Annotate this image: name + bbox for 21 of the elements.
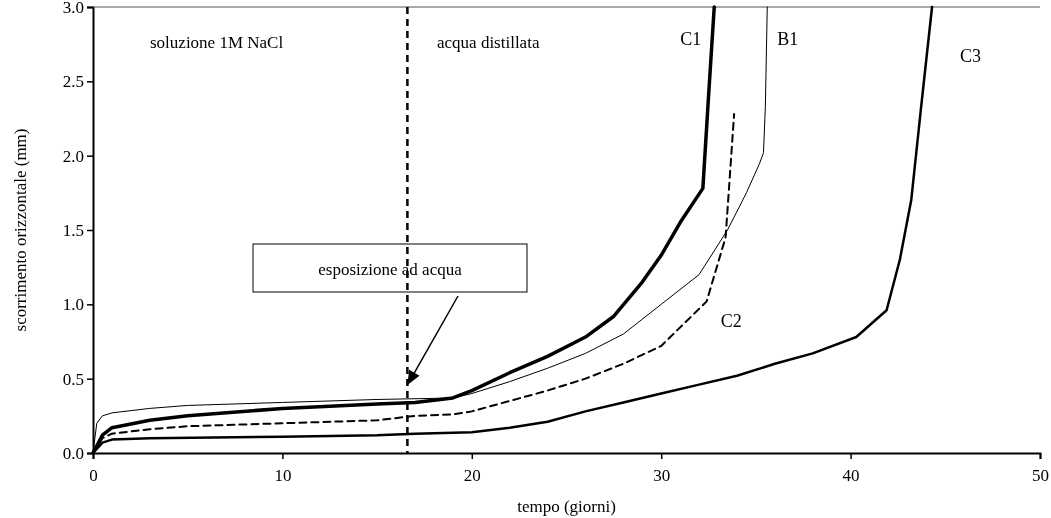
x-tick-label: 10 — [274, 465, 292, 485]
y-tick-label: 0.5 — [62, 369, 84, 389]
series-label: C1 — [680, 29, 702, 49]
y-tick-label: 2.0 — [62, 146, 84, 166]
y-tick-label: 0.0 — [62, 443, 84, 463]
annotation: soluzione 1M NaCl — [150, 33, 284, 52]
x-tick-label: 0 — [89, 465, 98, 485]
series-label: B1 — [777, 29, 799, 49]
x-tick-label: 30 — [653, 465, 671, 485]
series-label: C3 — [960, 46, 982, 66]
x-tick-label: 50 — [1032, 465, 1049, 485]
x-axis-title: tempo (giorni) — [517, 497, 616, 516]
series-label: C2 — [720, 311, 742, 332]
y-tick-label: 1.5 — [62, 220, 84, 240]
y-tick-label: 3.0 — [62, 0, 84, 17]
y-tick-label: 1.0 — [62, 295, 84, 315]
annotation: acqua distillata — [437, 33, 540, 52]
y-tick-label: 2.5 — [62, 72, 84, 92]
y-axis-title: scorrimento orizzontale (mm) — [11, 128, 30, 332]
x-tick-label: 40 — [842, 465, 860, 485]
x-tick-label: 20 — [463, 465, 481, 485]
